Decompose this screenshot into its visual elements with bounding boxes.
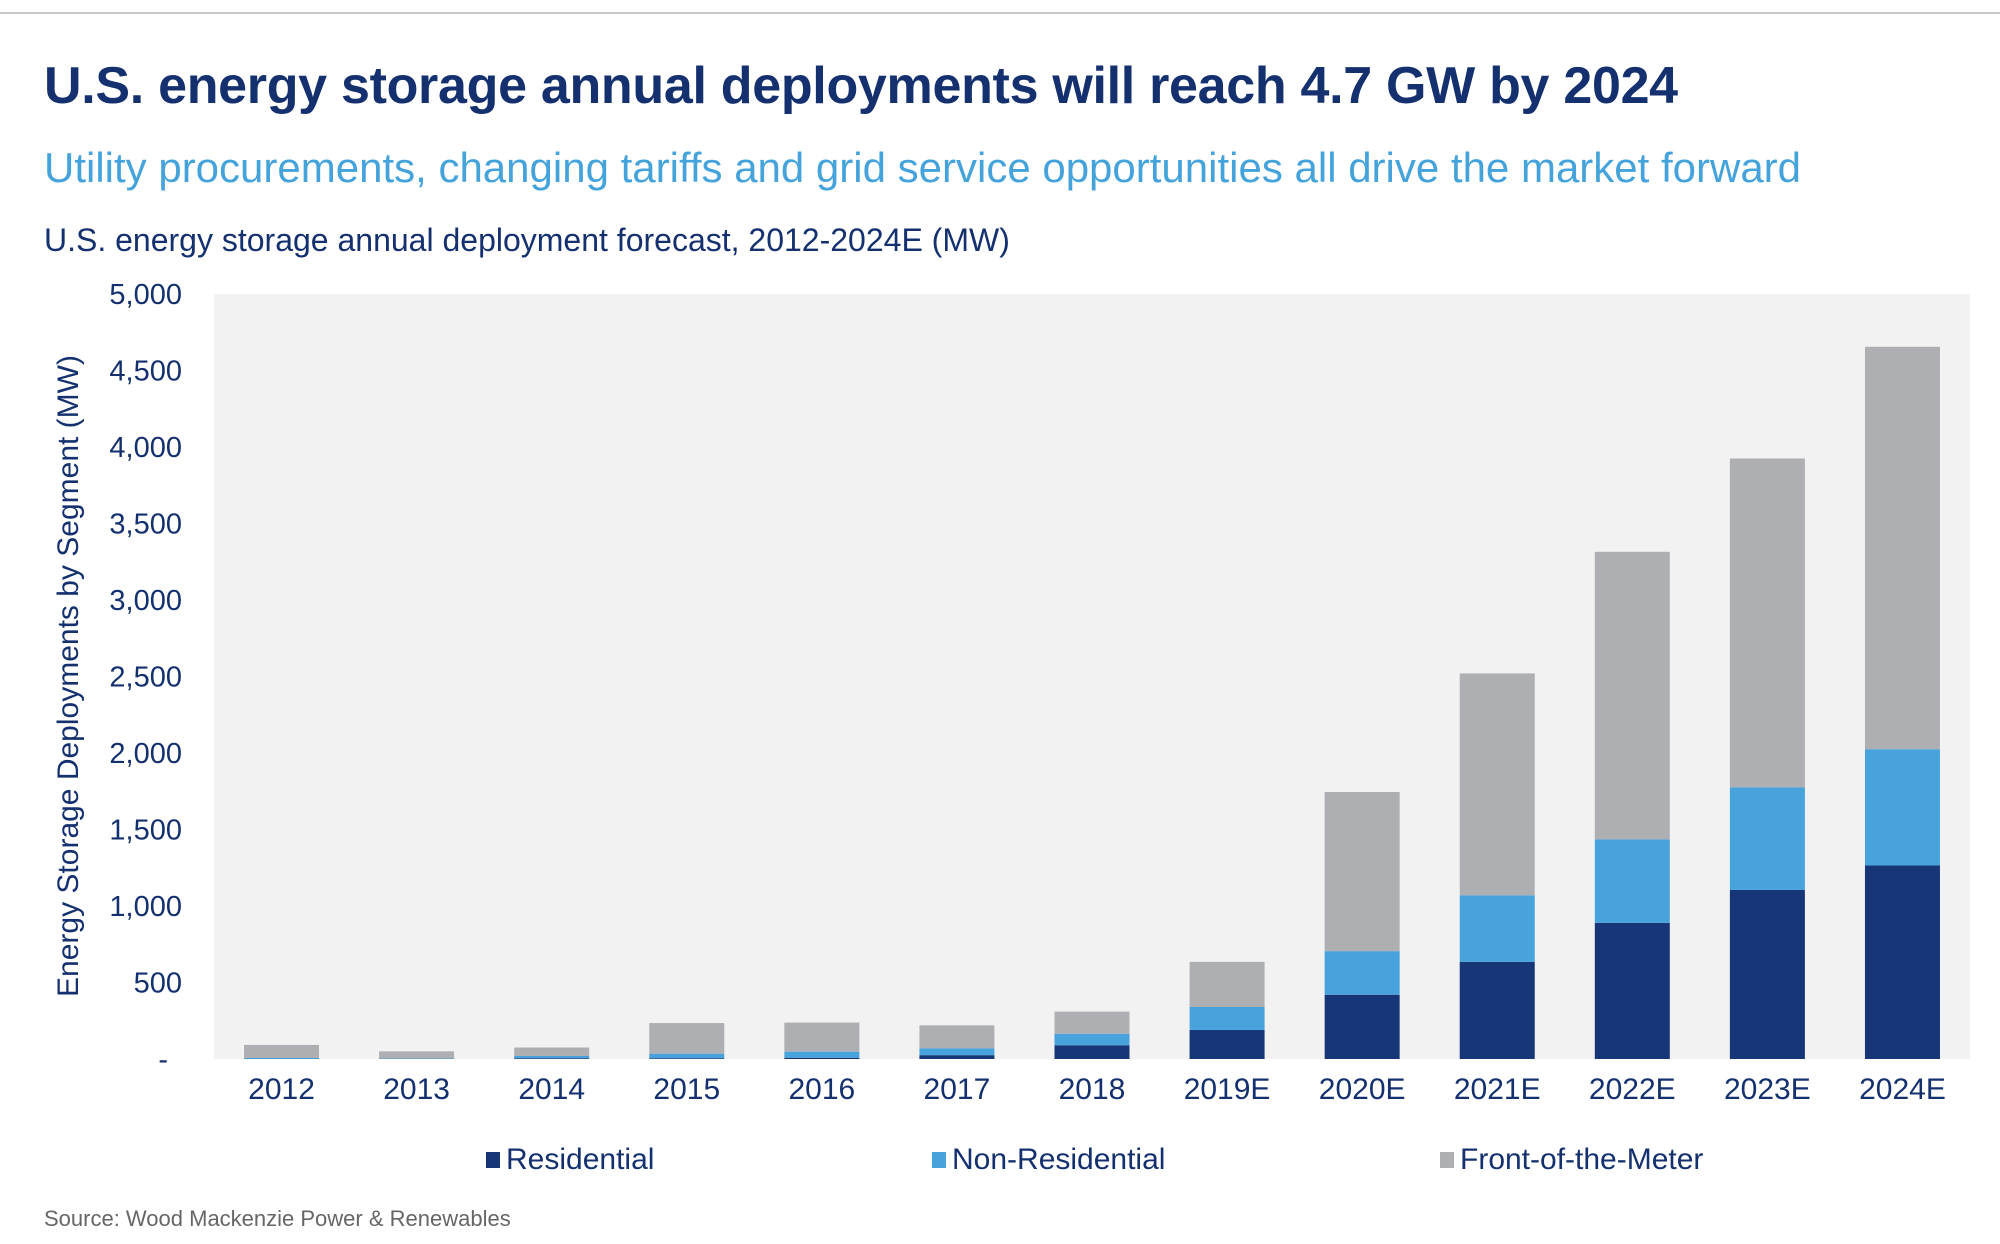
legend-swatch-non-residential: [932, 1152, 946, 1168]
source-note: Source: Wood Mackenzie Power & Renewable…: [44, 1206, 511, 1231]
bar-non-residential-2018: [1054, 1033, 1130, 1046]
bar-non-residential-2014: [514, 1055, 590, 1059]
bar-non-residential-2016: [784, 1051, 860, 1058]
bar-residential-2015: [649, 1058, 725, 1059]
y-tick-label: -: [158, 1044, 168, 1076]
bars: [244, 346, 1940, 1059]
bar-non-residential-2015: [649, 1053, 725, 1059]
page-title: U.S. energy storage annual deployments w…: [44, 57, 1678, 115]
bar-residential-2019e: [1189, 1029, 1265, 1059]
y-tick-label: 5,000: [109, 279, 182, 311]
y-tick-label: 2,500: [109, 662, 182, 694]
x-tick-label: 2021E: [1454, 1073, 1541, 1106]
bar-non-residential-2019e: [1189, 1006, 1265, 1030]
y-tick-label: 1,000: [109, 891, 182, 923]
bar-non-residential-2021e: [1459, 895, 1535, 962]
bar-non-residential-2012: [244, 1057, 320, 1059]
legend-swatch-front-of-the-meter: [1440, 1152, 1454, 1168]
bar-residential-2024e: [1864, 865, 1940, 1059]
x-tick-label: 2018: [1059, 1073, 1126, 1106]
bar-front-of-the-meter-2016: [784, 1022, 860, 1052]
bar-front-of-the-meter-2013: [379, 1051, 455, 1059]
legend-item-residential: Residential: [486, 1142, 654, 1178]
bar-front-of-the-meter-2017: [919, 1025, 995, 1049]
bar-non-residential-2017: [919, 1048, 995, 1056]
x-tick-label: 2012: [248, 1073, 315, 1106]
x-tick-label: 2014: [518, 1073, 585, 1106]
legend-swatch-residential: [486, 1152, 500, 1168]
bar-front-of-the-meter-2019e: [1189, 961, 1265, 1007]
legend-item-front-of-the-meter: Front-of-the-Meter: [1440, 1142, 1703, 1178]
bar-front-of-the-meter-2012: [244, 1044, 320, 1058]
stacked-bar-chart: - 500 1,000 1,500 2,000 2,500 3,000 3,500 4,000 4…: [52, 279, 1970, 1106]
y-axis-label: Energy Storage Deployments by Segment (M…: [52, 355, 85, 997]
x-tick-label: 2013: [383, 1073, 450, 1106]
y-tick-label: 1,500: [109, 815, 182, 847]
bar-front-of-the-meter-2021e: [1459, 673, 1535, 896]
legend-item-non-residential: Non-Residential: [932, 1142, 1165, 1178]
y-tick-label: 500: [134, 968, 182, 1000]
bar-residential-2018: [1054, 1045, 1130, 1059]
bar-non-residential-2020e: [1324, 951, 1400, 995]
bar-residential-2023e: [1729, 889, 1805, 1059]
x-tick-label: 2015: [653, 1073, 720, 1106]
legend-label: Non-Residential: [952, 1143, 1166, 1176]
bar-front-of-the-meter-2015: [649, 1023, 725, 1054]
bar-residential-2016: [784, 1057, 860, 1059]
x-tick-label: 2022E: [1589, 1073, 1676, 1106]
y-axis-ticks: - 500 1,000 1,500 2,000 2,500 3,000 3,500 4,000 4…: [109, 279, 182, 1076]
x-tick-label: 2024E: [1859, 1073, 1946, 1106]
plot-background: [214, 294, 1970, 1059]
legend-label: Residential: [506, 1143, 655, 1176]
bar-non-residential-2022e: [1594, 839, 1670, 923]
x-tick-label: 2020E: [1319, 1073, 1406, 1106]
y-tick-label: 3,500: [109, 509, 182, 541]
y-tick-label: 4,500: [109, 356, 182, 388]
bar-residential-2017: [919, 1055, 995, 1059]
y-tick-label: 4,000: [109, 432, 182, 464]
bar-residential-2021e: [1459, 961, 1535, 1059]
bar-residential-2022e: [1594, 922, 1670, 1059]
x-tick-label: 2017: [924, 1073, 991, 1106]
top-divider: [0, 12, 2000, 14]
bar-front-of-the-meter-2020e: [1324, 792, 1400, 952]
x-tick-label: 2019E: [1184, 1073, 1271, 1106]
bar-front-of-the-meter-2024e: [1864, 346, 1940, 750]
chart-title: U.S. energy storage annual deployment fo…: [44, 222, 1010, 258]
bar-front-of-the-meter-2022e: [1594, 551, 1670, 840]
bar-front-of-the-meter-2014: [514, 1047, 590, 1056]
y-tick-label: 3,000: [109, 585, 182, 617]
bar-non-residential-2024e: [1864, 749, 1940, 866]
bar-front-of-the-meter-2023e: [1729, 458, 1805, 788]
x-tick-label: 2016: [788, 1073, 855, 1106]
legend-label: Front-of-the-Meter: [1460, 1143, 1704, 1176]
bar-residential-2014: [514, 1058, 590, 1059]
bar-non-residential-2023e: [1729, 787, 1805, 890]
bar-front-of-the-meter-2018: [1054, 1011, 1130, 1034]
bar-residential-2020e: [1324, 994, 1400, 1059]
x-axis-ticks: 2012 2013 2014 2015 2016 2017 2018 2019E 2020E 20…: [248, 1073, 1946, 1106]
page-subtitle: Utility procurements, changing tariffs a…: [44, 144, 1802, 191]
y-tick-label: 2,000: [109, 738, 182, 770]
x-tick-label: 2023E: [1724, 1073, 1811, 1106]
